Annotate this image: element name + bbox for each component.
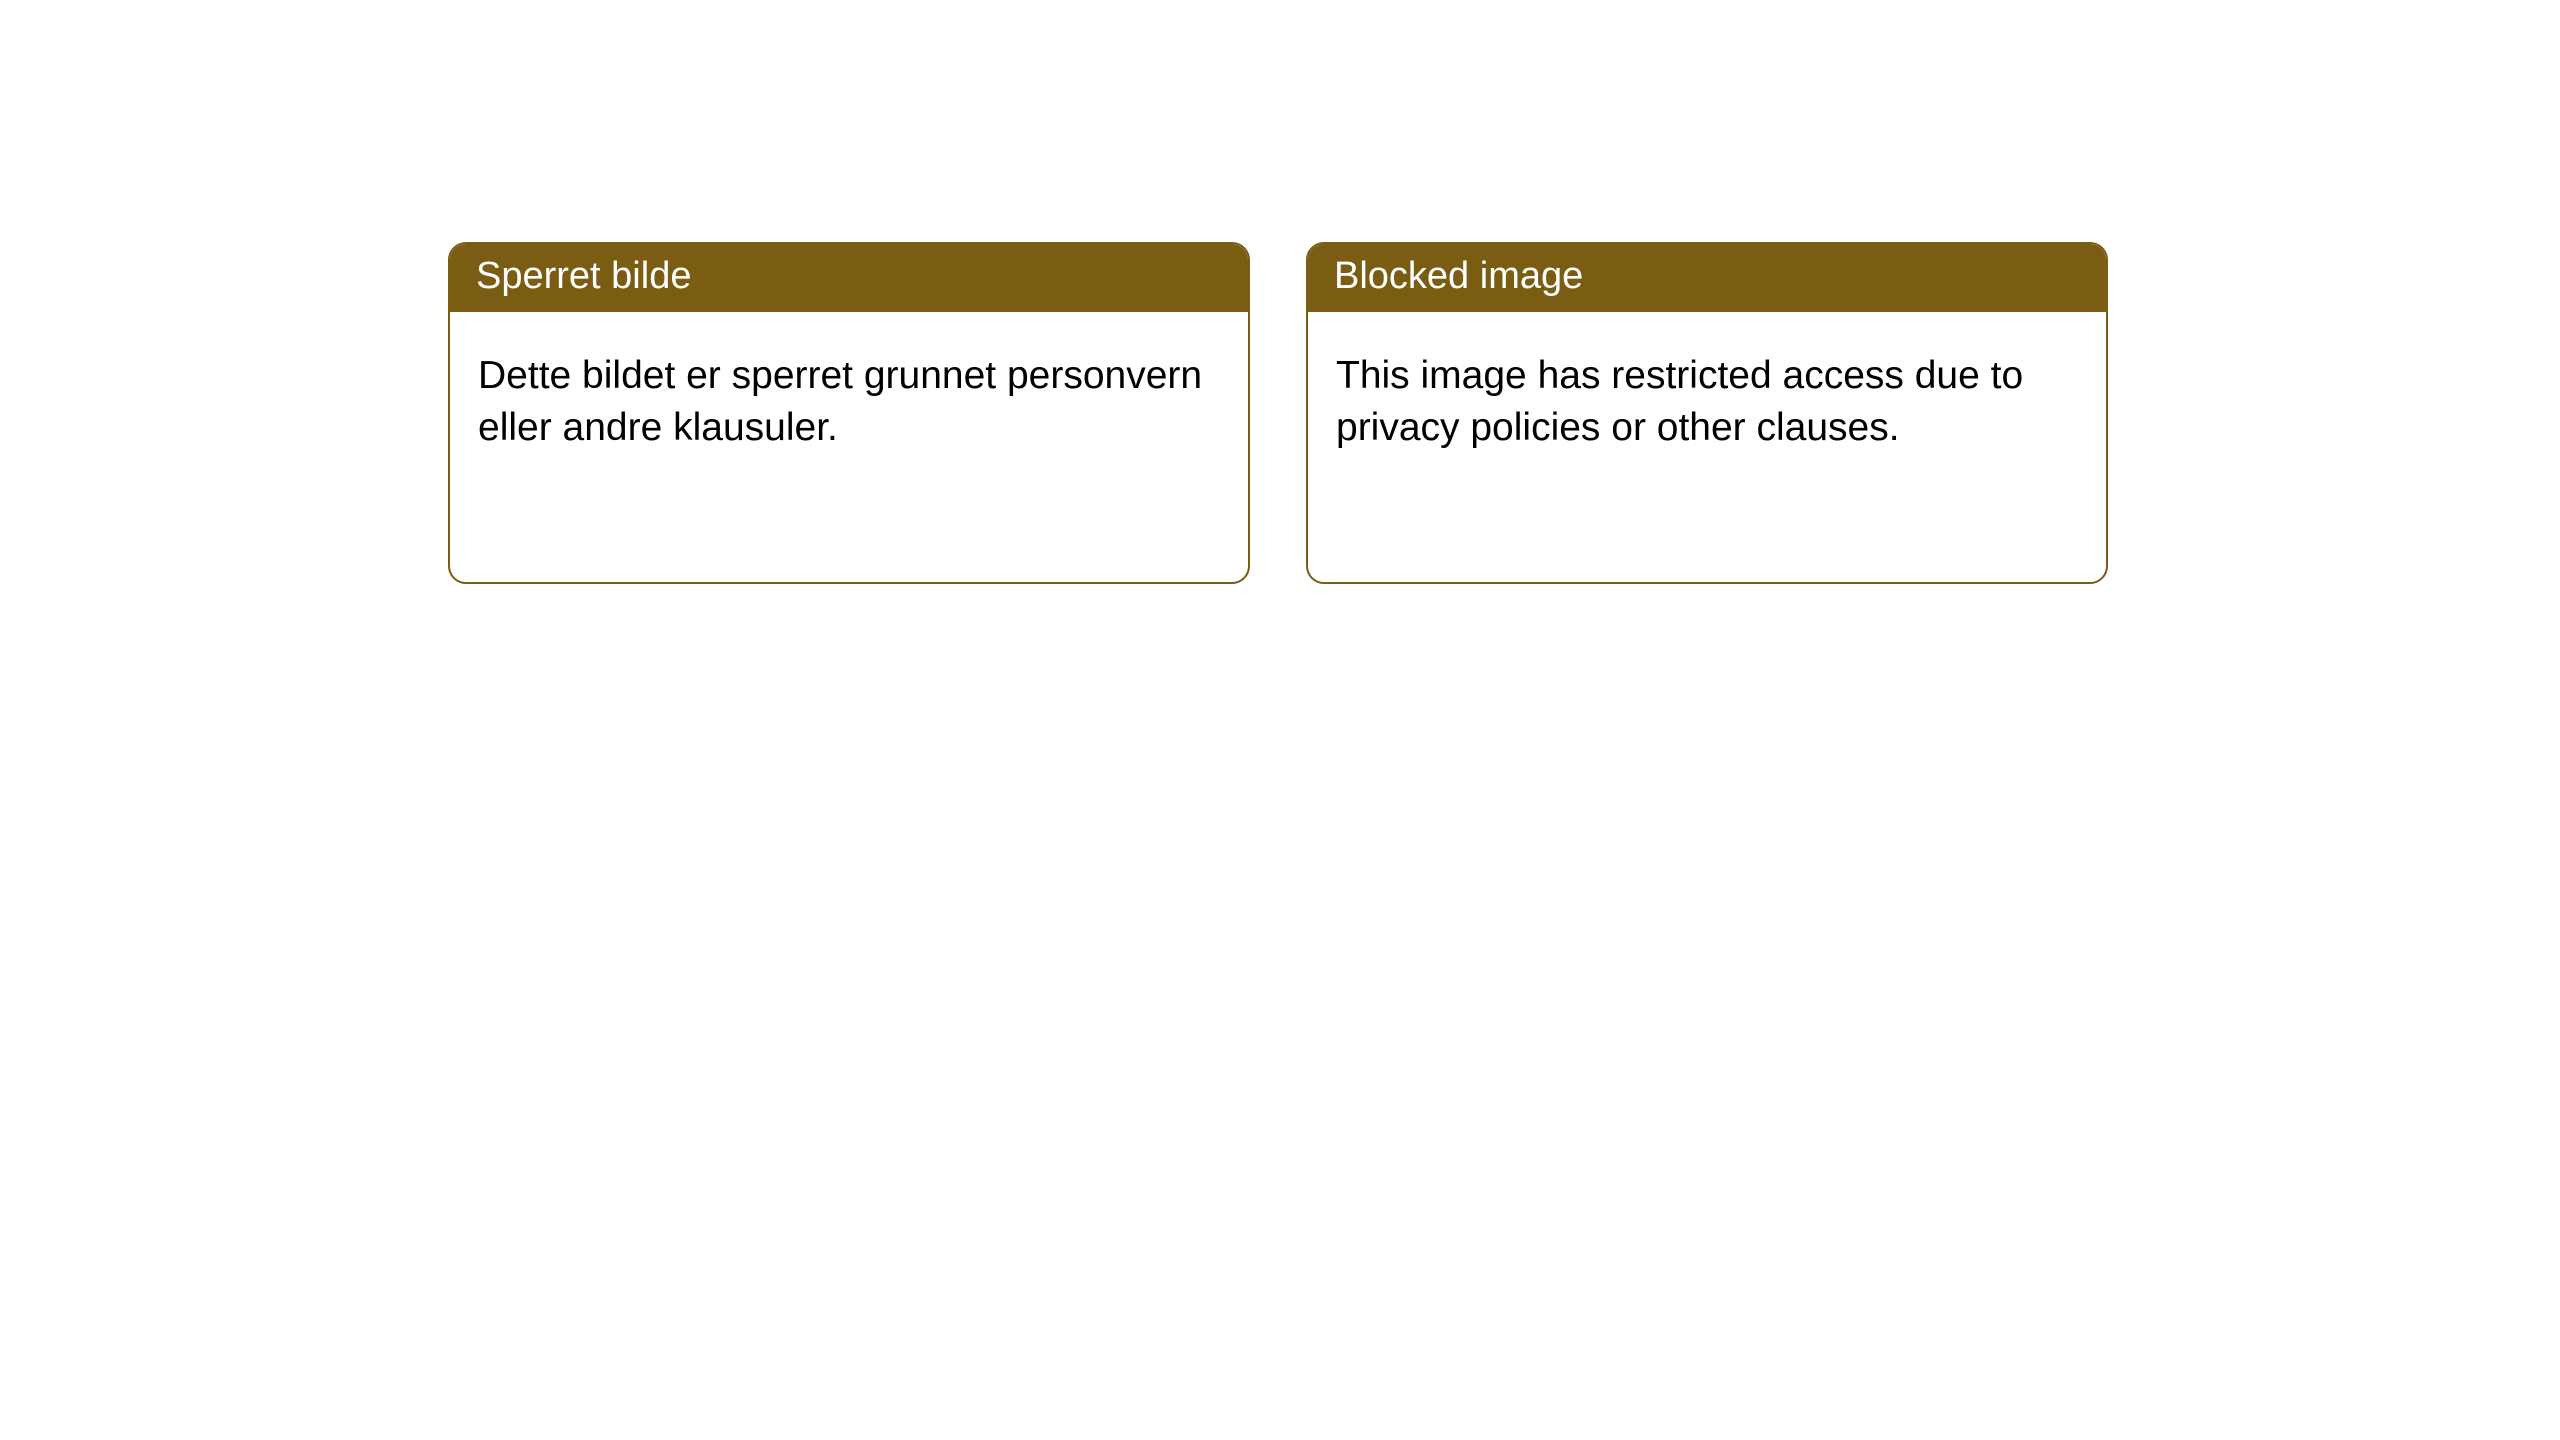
- card-row: Sperret bilde Dette bildet er sperret gr…: [0, 0, 2560, 584]
- card-header: Blocked image: [1308, 244, 2106, 312]
- card-header: Sperret bilde: [450, 244, 1248, 312]
- card-body: Dette bildet er sperret grunnet personve…: [450, 312, 1248, 582]
- card-body: This image has restricted access due to …: [1308, 312, 2106, 582]
- blocked-image-card-en: Blocked image This image has restricted …: [1306, 242, 2108, 584]
- blocked-image-card-no: Sperret bilde Dette bildet er sperret gr…: [448, 242, 1250, 584]
